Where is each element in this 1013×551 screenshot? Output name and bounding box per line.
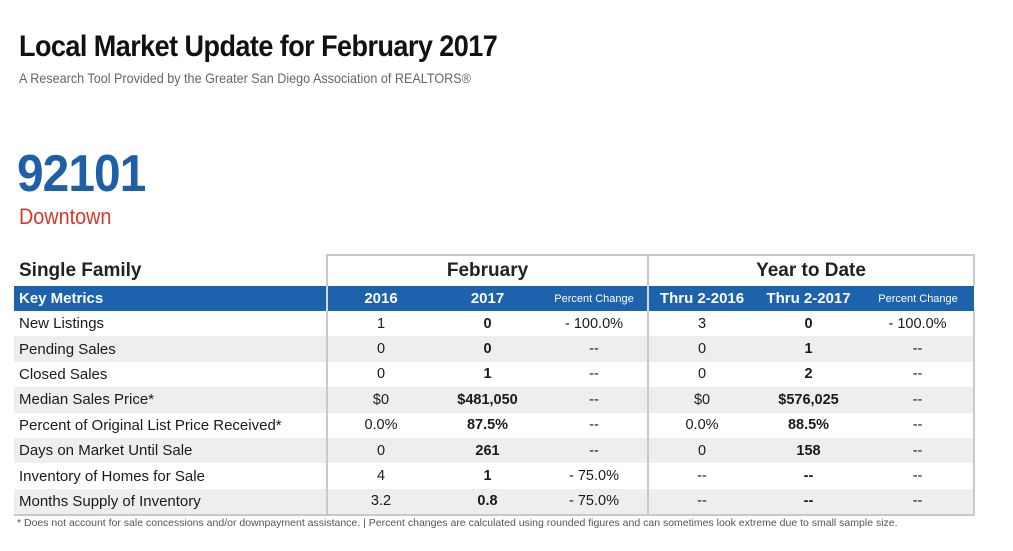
ytd-2016-value: -- [647, 463, 756, 489]
ytd-2016-value: 0 [647, 336, 756, 362]
metric-name: Median Sales Price* [14, 387, 327, 413]
group-header-row: Single Family February Year to Date [14, 254, 976, 286]
feb-2016-value: 0.0% [326, 412, 434, 438]
feb-2017-value: 87.5% [466, 417, 509, 434]
table-row: Days on Market Until Sale 0 261 -- 0 158 -- [14, 437, 976, 464]
ytd-percent-change-value: -- [862, 488, 976, 517]
metric-name: Inventory of Homes for Sale [19, 467, 205, 485]
feb-2017-value: 0 [483, 315, 492, 332]
year-to-date-group-header: Year to Date [647, 254, 976, 286]
feb-2016-value: 3.2 [326, 488, 434, 517]
feb-percent-change-value: -- [541, 437, 649, 464]
feb-percent-change-header: Percent Change [541, 286, 649, 311]
feb-2017-value: 0.8 [434, 488, 541, 517]
ytd-percent-change-value: -- [862, 412, 976, 438]
feb-2017-header: 2017 [434, 286, 541, 311]
metric-name: New Listings [19, 315, 105, 333]
feb-percent-change-value: - 75.0% [541, 488, 649, 517]
feb-2016-value: 1 [326, 311, 434, 337]
ytd-2016-value: 0.0% [647, 412, 756, 438]
ytd-2017-value: 1 [755, 336, 863, 362]
feb-percent-change-value: -- [541, 336, 649, 362]
ytd-2017-value: -- [755, 488, 863, 517]
feb-2017-value: 1 [483, 468, 492, 485]
ytd-percent-change-value: - 100.0% [862, 311, 976, 337]
table-row: New Listings 1 0 - 100.0% 3 0 - 100.0% [14, 311, 976, 337]
metric-name: Closed Sales [19, 365, 108, 383]
table-row: Pending Sales 0 0 -- 0 1 -- [14, 336, 976, 362]
table-row: Months Supply of Inventory 3.2 0.8- 75.0% -… [14, 488, 976, 517]
ytd-2017-value: $576,025 [755, 387, 863, 413]
feb-percent-change-value: -- [589, 417, 599, 434]
ytd-2017-value: 2 [804, 366, 813, 383]
feb-2017-value: 261 [434, 437, 541, 464]
table-row: Closed Sales 0 1 -- 0 2 -- [14, 361, 976, 388]
feb-percent-change-value: - 75.0% [569, 468, 619, 485]
ytd-2016-value: 3 [647, 311, 756, 337]
metric-name: Months Supply of Inventory [14, 488, 327, 517]
table-row: Inventory of Homes for Sale 4 1 - 75.0% -- --… [14, 463, 976, 489]
property-type-label: Single Family [19, 259, 142, 281]
report-title: Local Market Update for February 2017 [19, 30, 498, 63]
ytd-2017-value: 158 [755, 437, 863, 464]
area-name: Downtown [19, 204, 112, 229]
table-row: Median Sales Price* $0 $481,050 -- $0 $576,02… [14, 387, 976, 413]
ytd-2016-value: -- [647, 488, 756, 517]
feb-2016-value: $0 [326, 387, 434, 413]
ytd-percent-change-value: -- [862, 387, 976, 413]
ytd-2016-header: Thru 2-2016 [647, 286, 756, 311]
metric-name: Pending Sales [14, 336, 327, 362]
ytd-percent-change-value: -- [862, 336, 976, 362]
feb-2016-value: 0 [326, 336, 434, 362]
feb-percent-change-value: -- [589, 366, 599, 383]
ytd-2017-value: 0 [804, 315, 813, 332]
ytd-2016-value: 0 [647, 361, 756, 388]
table-row: Percent of Original List Price Received*… [14, 412, 976, 438]
metric-name: Days on Market Until Sale [14, 437, 327, 464]
feb-percent-change-value: - 100.0% [564, 315, 624, 332]
feb-2016-value: 4 [326, 463, 434, 489]
feb-percent-change-value: -- [541, 387, 649, 413]
february-group-header: February [325, 254, 650, 286]
feb-2016-header: 2016 [326, 286, 434, 311]
column-header-row: Key Metrics 2016 2017 Percent Change Thr… [14, 286, 975, 311]
ytd-2016-value: $0 [647, 387, 756, 413]
ytd-percent-change-value: -- [862, 361, 976, 388]
ytd-2017-value: 88.5% [787, 417, 830, 434]
key-metrics-header: Key Metrics [14, 286, 327, 311]
ytd-percent-change-header: Percent Change [862, 286, 975, 311]
feb-2017-value: 1 [483, 366, 492, 383]
feb-2017-value: $481,050 [434, 387, 541, 413]
ytd-2017-value: -- [803, 468, 814, 485]
ytd-2017-header: Thru 2-2017 [755, 286, 863, 311]
ytd-percent-change-value: -- [862, 463, 976, 489]
feb-2016-value: 0 [326, 361, 434, 388]
feb-2016-value: 0 [326, 437, 434, 464]
report-subtitle: A Research Tool Provided by the Greater … [19, 70, 471, 86]
market-metrics-table: Single Family February Year to Date Key … [14, 254, 976, 517]
metric-name: Percent of Original List Price Received* [19, 416, 282, 434]
footnote: * Does not account for sale concessions … [17, 517, 898, 529]
ytd-percent-change-value: -- [862, 437, 976, 464]
ytd-2016-value: 0 [647, 437, 756, 464]
zip-code: 92101 [17, 145, 146, 203]
feb-2017-value: 0 [434, 336, 541, 362]
